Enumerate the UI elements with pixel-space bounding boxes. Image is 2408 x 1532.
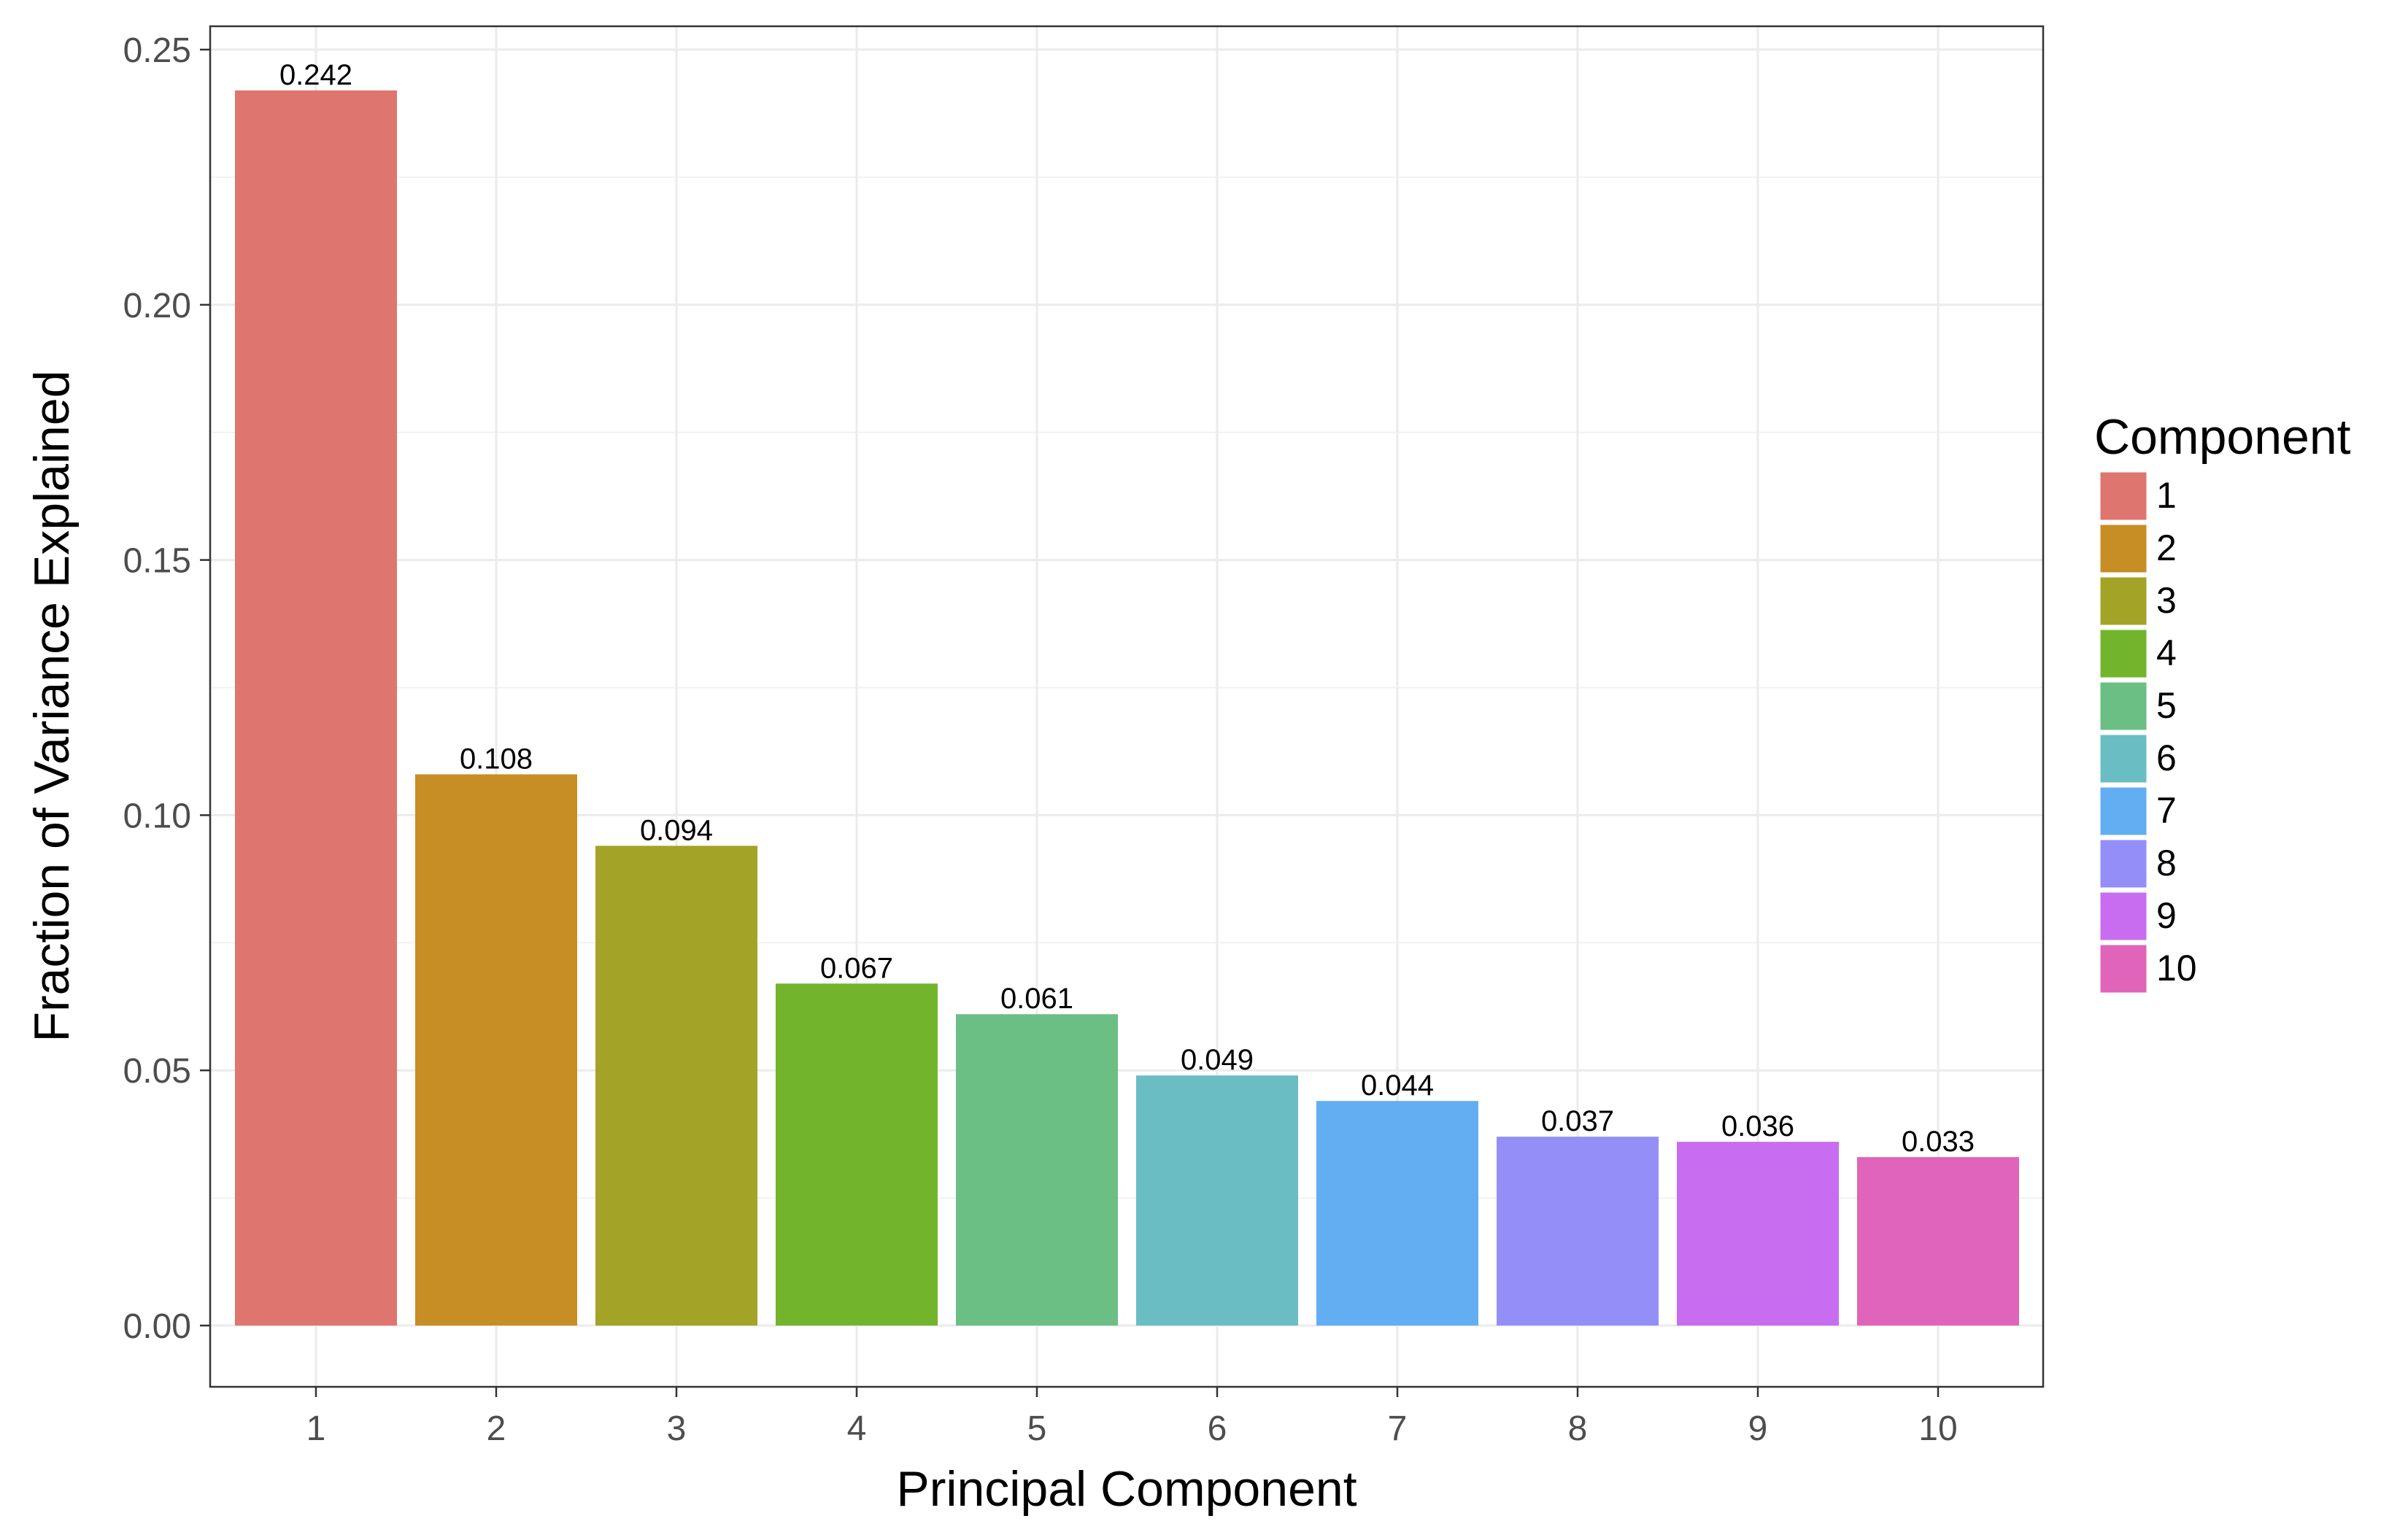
x-tick-label: 3	[667, 1409, 687, 1448]
bar-8	[1497, 1137, 1659, 1326]
legend-key-1	[2099, 471, 2147, 521]
bar-label-8: 0.037	[1541, 1105, 1614, 1137]
bar-label-3: 0.094	[640, 814, 713, 846]
bar-label-6: 0.049	[1181, 1044, 1254, 1076]
legend-label-6: 6	[2156, 738, 2177, 778]
x-axis-title: Principal Component	[896, 1461, 1357, 1517]
bar-9	[1677, 1142, 1839, 1326]
x-tick-label: 2	[487, 1409, 506, 1448]
legend-label-8: 8	[2156, 843, 2177, 883]
bar-2	[415, 774, 577, 1326]
legend-key-3	[2099, 576, 2147, 626]
x-tick-label: 6	[1208, 1409, 1227, 1448]
y-tick-label: 0.05	[123, 1052, 191, 1091]
legend-label-1: 1	[2156, 475, 2177, 516]
legend-label-2: 2	[2156, 527, 2177, 568]
legend-label-5: 5	[2156, 685, 2177, 726]
bar-label-4: 0.067	[820, 952, 893, 984]
bar-4	[776, 983, 938, 1326]
x-tick-label: 10	[1918, 1409, 1957, 1448]
y-axis-title: Fraction of Variance Explained	[24, 370, 80, 1042]
legend-key-8	[2099, 839, 2147, 889]
legend-key-5	[2099, 681, 2147, 731]
bar-1	[235, 90, 397, 1326]
bar-10	[1857, 1157, 2019, 1326]
x-tick-label: 9	[1748, 1409, 1768, 1448]
legend-key-7	[2099, 786, 2147, 836]
bar-label-2: 0.108	[460, 743, 533, 775]
x-tick-label: 1	[306, 1409, 326, 1448]
legend-title: Component	[2094, 409, 2351, 465]
bar-label-9: 0.036	[1721, 1110, 1794, 1142]
x-tick-label: 5	[1027, 1409, 1047, 1448]
bar-6	[1136, 1075, 1298, 1326]
legend-label-4: 4	[2156, 632, 2177, 673]
bar-label-5: 0.061	[1000, 983, 1073, 1015]
y-tick-label: 0.15	[123, 542, 191, 581]
x-tick-label: 7	[1388, 1409, 1408, 1448]
bar-label-7: 0.044	[1361, 1069, 1434, 1102]
legend-label-10: 10	[2156, 948, 2197, 989]
legend-key-4	[2099, 629, 2147, 678]
y-tick-label: 0.20	[123, 287, 191, 325]
legend-label-3: 3	[2156, 580, 2177, 621]
bar-3	[595, 846, 757, 1326]
x-tick-label: 8	[1568, 1409, 1588, 1448]
legend-key-2	[2099, 524, 2147, 573]
bar-5	[956, 1014, 1118, 1326]
x-tick-label: 4	[847, 1409, 867, 1448]
legend-key-6	[2099, 734, 2147, 784]
y-tick-label: 0.25	[123, 31, 191, 70]
legend-key-9	[2099, 891, 2147, 941]
legend-label-9: 9	[2156, 895, 2177, 936]
legend-key-10	[2099, 944, 2147, 994]
bar-label-1: 0.242	[279, 59, 352, 91]
y-tick-label: 0.10	[123, 797, 191, 835]
bar-label-10: 0.033	[1902, 1126, 1975, 1158]
y-tick-label: 0.00	[123, 1307, 191, 1346]
legend-label-7: 7	[2156, 790, 2177, 831]
bar-7	[1316, 1101, 1478, 1326]
